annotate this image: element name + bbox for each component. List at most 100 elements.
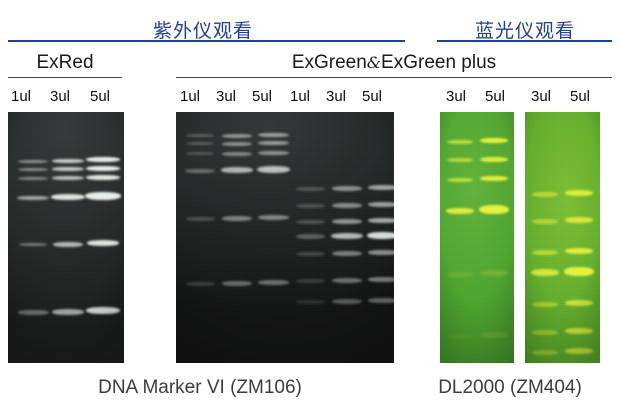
band [86, 307, 120, 314]
dye-title-exred: ExRed [36, 52, 94, 73]
vol-label-exgreenplus-1: 1ul [289, 88, 311, 105]
gel-vignette [525, 112, 600, 363]
vol-label-exgreen-1: 1ul [179, 88, 201, 105]
band [565, 217, 593, 223]
section-heading-uv: 紫外仪观看 [152, 20, 253, 42]
band [86, 157, 120, 162]
band [332, 299, 362, 304]
band [221, 167, 253, 173]
band [296, 252, 325, 256]
gel-noise-texture [176, 112, 394, 363]
band [86, 166, 120, 171]
band [332, 219, 362, 224]
vol-label-exred-1: 1ul [10, 88, 32, 105]
band [85, 192, 121, 200]
gel-vignette [176, 112, 394, 363]
dye-label-exgreen: ExGreen [291, 52, 367, 73]
section-rule-uv [8, 40, 405, 42]
band [332, 203, 362, 208]
gel-noise-texture [440, 112, 514, 363]
band [367, 232, 394, 239]
vol-label-blue-exgreenplus-2: 5ul [569, 88, 591, 105]
band [258, 141, 289, 145]
band [258, 280, 289, 285]
section-heading-blue-light: 蓝光仪观看 [474, 20, 575, 42]
band [480, 332, 508, 338]
band [447, 272, 473, 277]
band [18, 177, 48, 180]
band [185, 169, 215, 173]
band [332, 278, 362, 283]
band [222, 216, 252, 221]
band [258, 133, 289, 137]
band [368, 298, 394, 303]
vol-label-blue-exgreen-1: 3ul [445, 88, 467, 105]
band [447, 140, 473, 144]
band [53, 242, 83, 247]
band [480, 138, 508, 143]
band [565, 248, 593, 254]
band [186, 282, 215, 286]
band [87, 240, 119, 246]
caption-dl2000: DL2000 (ZM404) [438, 377, 582, 398]
dye-label-exgreen-plus: ExGreen plus [381, 52, 497, 73]
band [296, 234, 325, 239]
band [480, 176, 508, 181]
band [565, 348, 593, 354]
band [565, 300, 593, 306]
band [222, 152, 252, 156]
band [222, 142, 252, 146]
band [565, 328, 593, 334]
dye-title-exgreen-group: ExGreen&ExGreen plus [176, 52, 612, 74]
band [532, 250, 558, 255]
band [296, 187, 325, 191]
vol-label-exred-2: 3ul [49, 88, 71, 105]
gel-vignette [8, 112, 124, 363]
band [52, 176, 84, 180]
vol-label-blue-exgreen-2: 5ul [484, 88, 506, 105]
vol-label-blue-exgreenplus-1: 3ul [530, 88, 552, 105]
band [532, 219, 558, 224]
band [86, 175, 120, 180]
band [368, 202, 394, 207]
band [368, 250, 394, 255]
gel-panel-blue-exgreenplus [525, 112, 600, 363]
band [258, 215, 289, 220]
band [186, 134, 214, 137]
band [296, 204, 325, 208]
band [186, 142, 214, 145]
band [565, 190, 593, 196]
section-rule-blue-light [437, 40, 612, 42]
band [447, 334, 473, 339]
dye-rule-exred [8, 77, 122, 78]
band [332, 251, 362, 256]
gel-panel-blue-exgreen [440, 112, 514, 363]
band [18, 168, 48, 171]
band [479, 205, 509, 214]
band [531, 269, 559, 276]
band [18, 310, 49, 315]
band [368, 277, 394, 282]
gel-vignette [440, 112, 514, 363]
band [368, 218, 394, 223]
band [532, 350, 558, 355]
band [52, 167, 84, 171]
band [222, 281, 252, 286]
ampersand-glyph: & [366, 53, 382, 72]
band [332, 186, 362, 191]
band [331, 233, 363, 239]
band [368, 185, 394, 190]
band [257, 166, 290, 173]
vol-label-exgreenplus-3: 5ul [361, 88, 383, 105]
band [296, 300, 325, 304]
band [52, 309, 84, 315]
vol-label-exred-3: 5ul [89, 88, 111, 105]
band [296, 220, 325, 224]
band [447, 178, 473, 182]
band [17, 196, 49, 200]
gel-panel-exgreen-group [176, 112, 394, 363]
band [532, 330, 558, 335]
band [186, 217, 215, 221]
band [52, 159, 84, 163]
